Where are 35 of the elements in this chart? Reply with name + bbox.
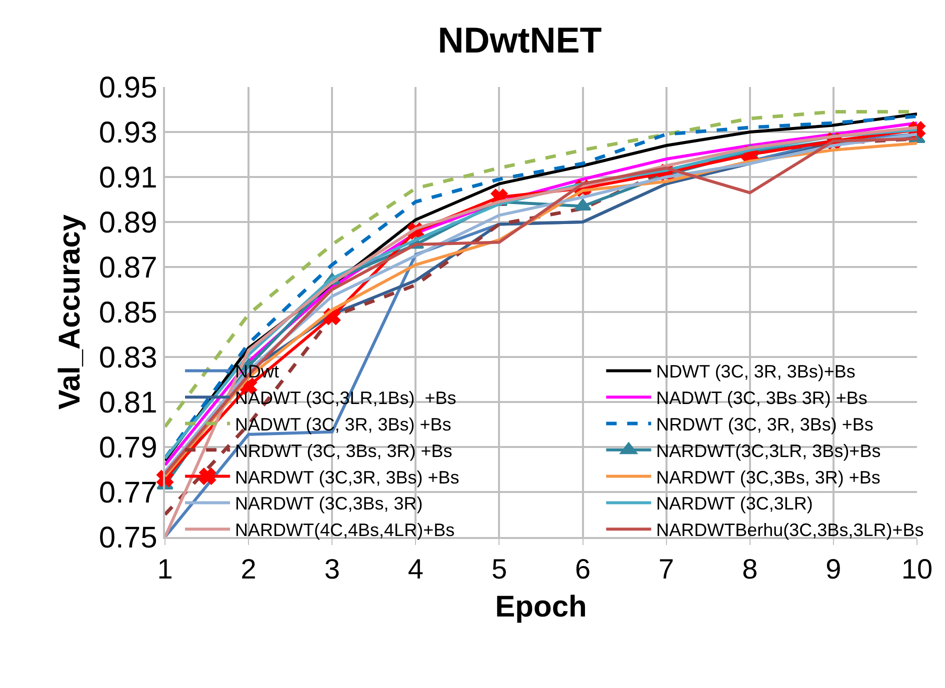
- x-tick-label: 10: [901, 553, 933, 584]
- x-tick-label: 4: [408, 553, 424, 584]
- y-tick-label: 0.85: [98, 296, 158, 330]
- legend-label: NRDWT (3C, 3R, 3Bs) +Bs: [656, 414, 874, 435]
- y-tick-label: 0.79: [98, 432, 158, 464]
- x-tick-label: 7: [658, 553, 674, 584]
- y-tick-label: 0.75: [98, 522, 158, 554]
- x-tick-label: 5: [491, 553, 508, 584]
- y-tick-label: 0.83: [98, 342, 158, 374]
- x-tick-label: 8: [742, 553, 758, 584]
- y-tick-label: 0.81: [98, 386, 158, 420]
- legend-label: NARDWT(3C,3LR, 3Bs)+Bs: [656, 440, 881, 461]
- legend-label: NARDWT (3C,3Bs, 3R): [235, 494, 423, 514]
- y-tick-label: 0.91: [98, 162, 158, 194]
- y-tick-label: 0.93: [98, 116, 158, 150]
- legend-label: NDWT (3C, 3R, 3Bs)+Bs: [656, 362, 856, 382]
- x-tick-label: 3: [324, 553, 340, 584]
- chart-title: NDwtNET: [438, 20, 602, 61]
- x-tick-label: 2: [240, 553, 256, 584]
- legend-label: NADWT (3C, 3Bs 3R) +Bs: [656, 388, 868, 408]
- x-axis-title: Epoch: [495, 590, 587, 624]
- legend-label: NARDWT(4C,4Bs,4LR)+Bs: [235, 520, 455, 540]
- y-tick-label: 0.95: [98, 72, 158, 104]
- x-tick-label: 9: [826, 553, 842, 584]
- legend-label: NARDWT (3C,3R, 3Bs) +Bs: [235, 467, 460, 488]
- x-tick-label: 1: [157, 553, 173, 584]
- legend-label: NARDWT (3C,3LR): [656, 494, 813, 514]
- y-tick-label: 0.89: [98, 206, 158, 240]
- y-tick-label: 0.77: [98, 476, 158, 510]
- y-tick-label: 0.87: [98, 252, 158, 284]
- legend-label: NARDWT (3C,3Bs, 3R) +Bs: [656, 467, 880, 488]
- legend-label: NRDWT (3C, 3Bs, 3R) +Bs: [235, 440, 452, 461]
- x-tick-label: 6: [574, 553, 591, 584]
- y-axis-title: Val_Accuracy: [53, 214, 86, 410]
- legend-label: NARDWTBerhu(3C,3Bs,3LR)+Bs: [656, 520, 924, 540]
